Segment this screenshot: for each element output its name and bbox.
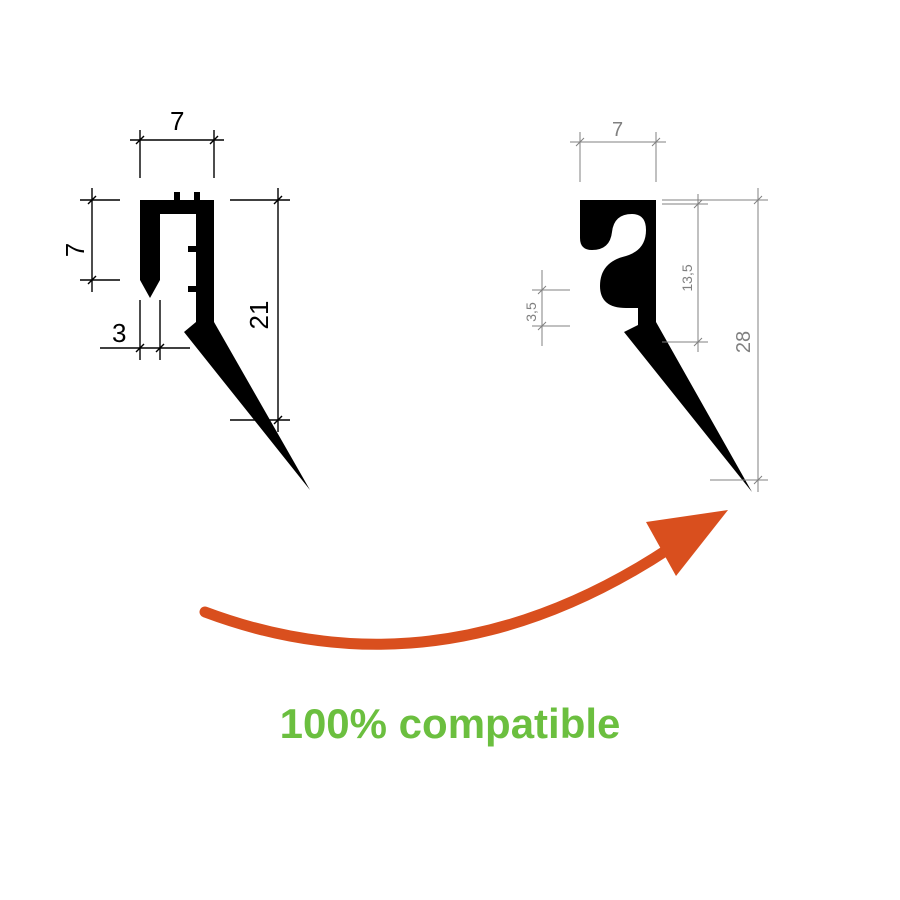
diagram-stage: 7 7 3 21 xyxy=(0,0,900,900)
arrow-shaft-icon xyxy=(205,548,670,644)
caption-text: 100% compatible xyxy=(280,700,621,747)
transition-arrow xyxy=(0,0,900,900)
compatibility-caption: 100% compatible xyxy=(0,700,900,748)
arrow-head-icon xyxy=(646,510,728,576)
